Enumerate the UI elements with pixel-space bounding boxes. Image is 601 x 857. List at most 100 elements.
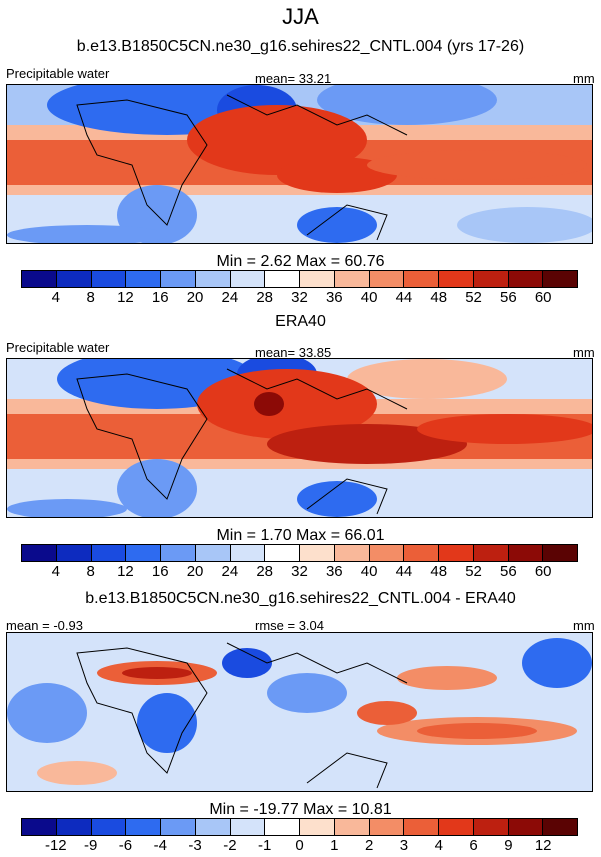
colorbar-swatch [300,271,335,287]
colorbar-swatch [265,271,300,287]
colorbar-tick-label: 48 [430,289,448,306]
panel-3-mean: mean = -0.93 [6,618,83,633]
colorbar-swatch [230,271,266,287]
colorbar-swatch [195,545,231,561]
panel-3-units: mm [573,618,595,633]
colorbar-swatch [195,271,231,287]
panel-2-variable: Precipitable water [6,340,110,355]
map-panel-3 [6,632,593,792]
colorbar-tick-label: 24 [221,289,239,306]
colorbar-2 [21,544,578,562]
colorbar-1-ticks: 4 8 12 16 20 24 28 32 36 40 44 48 52 56 60 [21,289,578,307]
colorbar-tick-label: 56 [500,563,517,580]
colorbar-tick-label: 24 [221,563,239,580]
colorbar-1 [21,270,578,288]
colorbar-tick-label: 6 [469,837,478,854]
colorbar-swatch [473,545,509,561]
colorbar-swatch [230,545,266,561]
colorbar-swatch [126,271,161,287]
colorbar-tick-label: 52 [465,289,482,306]
colorbar-swatch [230,819,266,835]
colorbar-swatch [265,545,300,561]
colorbar-tick-label: 32 [291,563,308,580]
colorbar-3-ticks: -12 -9 -6 -4 -3 -2 -1 0 1 2 3 4 6 9 12 [21,837,578,855]
colorbar-tick-label: 12 [117,563,134,580]
colorbar-swatch [404,271,439,287]
panel-1-units: mm [573,71,595,86]
colorbar-swatch [91,545,127,561]
colorbar-swatch [22,271,57,287]
panel-3-rmse: rmse = 3.04 [255,618,325,633]
colorbar-swatch [56,545,92,561]
colorbar-swatch [334,271,370,287]
colorbar-tick-label: 20 [186,289,204,306]
colorbar-swatch [300,819,335,835]
colorbar-tick-label: -4 [153,837,167,854]
panel-3-title: b.e13.B1850C5CN.ne30_g16.sehires22_CNTL.… [85,590,516,607]
colorbar-swatch [404,819,439,835]
panel-1-minmax: Min = 2.62 Max = 60.76 [216,253,385,270]
colorbar-tick-label: 3 [399,837,409,854]
map-2-field [7,359,592,517]
colorbar-tick-label: 0 [295,837,304,854]
colorbar-swatch [161,271,196,287]
colorbar-swatch [369,819,405,835]
colorbar-swatch [265,819,300,835]
colorbar-tick-label: 8 [86,563,95,580]
colorbar-swatch [543,271,577,287]
colorbar-tick-label: 44 [395,563,413,580]
colorbar-tick-label: 60 [534,289,552,306]
colorbar-tick-label: 8 [86,289,95,306]
colorbar-swatch [91,271,127,287]
colorbar-swatch [126,819,161,835]
colorbar-swatch [334,819,370,835]
colorbar-tick-label: -9 [83,837,98,854]
colorbar-tick-label: 16 [151,289,169,306]
colorbar-swatch [543,545,577,561]
colorbar-swatch [439,545,474,561]
colorbar-tick-label: -12 [44,837,67,854]
colorbar-swatch [126,545,161,561]
colorbar-swatch [334,545,370,561]
colorbar-tick-label: 1 [330,837,339,854]
colorbar-swatch [404,545,439,561]
colorbar-swatch [300,545,335,561]
colorbar-tick-label: 44 [395,289,413,306]
colorbar-tick-label: 56 [500,289,517,306]
colorbar-tick-label: 40 [360,289,378,306]
colorbar-tick-label: 40 [360,563,378,580]
colorbar-tick-label: 2 [364,837,374,854]
colorbar-tick-label: 48 [430,563,448,580]
colorbar-swatch [473,819,509,835]
panel-2-units: mm [573,345,595,360]
colorbar-swatch [161,545,196,561]
colorbar-swatch [369,271,405,287]
colorbar-2-ticks: 4 8 12 16 20 24 28 32 36 40 44 48 52 56 60 [21,563,578,581]
panel-2-title: ERA40 [275,313,326,330]
panel-1-title: b.e13.B1850C5CN.ne30_g16.sehires22_CNTL.… [76,38,525,55]
colorbar-swatch [543,819,577,835]
figure-title: JJA [282,4,319,29]
colorbar-tick-label: 36 [325,563,343,580]
colorbar-tick-label: 4 [434,837,443,854]
panel-3-minmax: Min = -19.77 Max = 10.81 [209,801,392,818]
map-panel-2 [6,358,593,518]
colorbar-swatch [22,819,57,835]
colorbar-swatch [56,819,92,835]
colorbar-swatch [161,819,196,835]
colorbar-tick-label: -3 [188,837,202,854]
colorbar-tick-label: 60 [534,563,552,580]
colorbar-swatch [22,545,57,561]
colorbar-swatch [508,271,544,287]
map-1-field [7,85,592,243]
colorbar-swatch [369,545,405,561]
colorbar-swatch [91,819,127,835]
colorbar-3 [21,818,578,836]
colorbar-swatch [508,819,544,835]
colorbar-tick-label: -1 [258,837,272,854]
colorbar-tick-label: 16 [151,563,169,580]
colorbar-swatch [56,271,92,287]
colorbar-tick-label: 20 [186,563,204,580]
colorbar-tick-label: 9 [504,837,513,854]
panel-1-mean: mean= 33.21 [255,71,332,86]
